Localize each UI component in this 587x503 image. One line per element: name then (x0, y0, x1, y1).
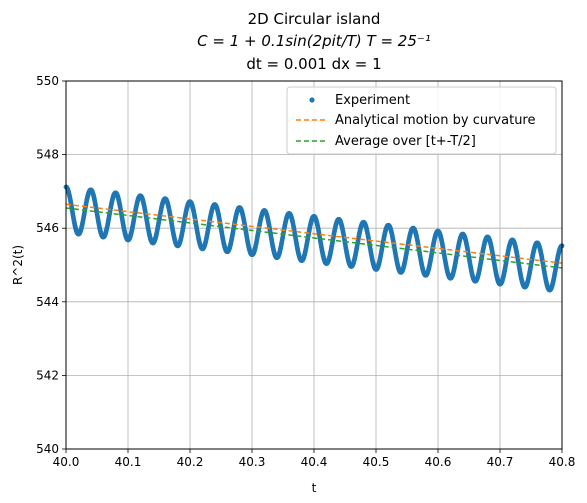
axes: 40.0 40.1 40.2 40.3 40.4 40.5 40.6 40.7 40.8 540 5… (36, 74, 575, 469)
x-tick-label: 40.7 (487, 455, 514, 469)
series-analytical-line (65, 203, 563, 264)
y-axis-label: R^2(t) (11, 245, 25, 285)
series-experiment (63, 184, 565, 293)
chart-title: 2D Circular island C = 1 + 0.1sin(2pit/T… (197, 10, 431, 73)
x-tick-label: 40.3 (239, 455, 266, 469)
title-line-2: C = 1 + 0.1sin(2pit/T) T = 25⁻¹ (197, 32, 431, 50)
y-tick-label: 540 (36, 442, 59, 456)
legend-label-average: Average over [t+-T/2] (335, 134, 476, 149)
y-tick-label: 548 (36, 148, 59, 162)
legend-label-analytical: Analytical motion by curvature (335, 113, 535, 128)
x-tick-label: 40.0 (53, 455, 80, 469)
legend: Experiment Analytical motion by curvatur… (286, 86, 557, 155)
legend-box (286, 86, 557, 155)
x-axis-label: t (312, 481, 317, 495)
y-tick-label: 546 (36, 221, 59, 235)
title-line-1: 2D Circular island (248, 10, 381, 28)
x-tick-label: 40.4 (301, 455, 328, 469)
x-tick-label: 40.6 (425, 455, 452, 469)
x-tick-label: 40.1 (115, 455, 142, 469)
y-tick-label: 542 (36, 368, 59, 382)
x-tick-label: 40.5 (363, 455, 390, 469)
x-tick-label: 40.2 (177, 455, 204, 469)
title-line-3: dt = 0.001 dx = 1 (246, 55, 381, 73)
y-tick-label: 550 (36, 74, 59, 88)
y-tick-label: 544 (36, 295, 59, 309)
plot-area (63, 184, 565, 293)
series-average-line (65, 207, 563, 269)
legend-marker-experiment (309, 97, 315, 103)
x-tick-label: 40.8 (549, 455, 576, 469)
legend-label-experiment: Experiment (335, 93, 410, 108)
